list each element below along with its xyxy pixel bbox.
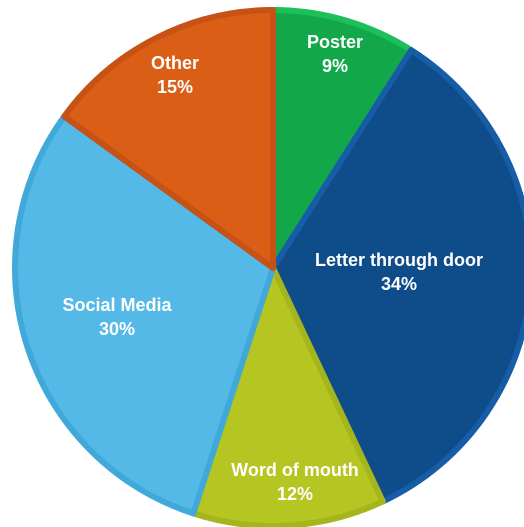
pie-slice-word-of-mouth [190, 265, 386, 527]
slice-value-letter-through-door: 34% [381, 274, 417, 294]
slice-value-social-media: 30% [99, 319, 135, 339]
slice-label-word-of-mouth: Word of mouth [231, 460, 359, 480]
slice-label-poster: Poster [307, 32, 363, 52]
slice-value-word-of-mouth: 12% [277, 484, 313, 504]
pie-slice-other [61, 7, 276, 271]
slice-value-poster: 9% [322, 56, 348, 76]
slice-label-letter-through-door: Letter through door [315, 250, 483, 270]
pie-slice-poster [270, 7, 415, 271]
slice-label-other: Other [151, 53, 199, 73]
slice-value-other: 15% [157, 77, 193, 97]
pie-slice-social-media [12, 113, 276, 517]
pie-slice-letter-through-door [270, 47, 524, 505]
slice-label-social-media: Social Media [62, 295, 172, 315]
